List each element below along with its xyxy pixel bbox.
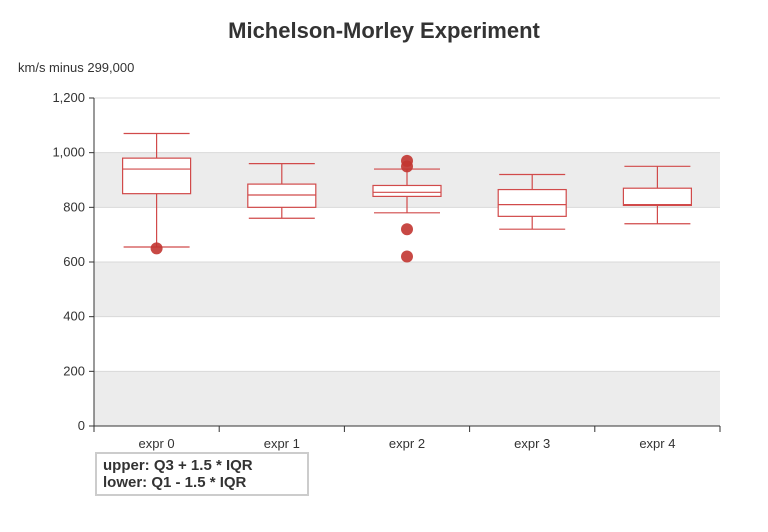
y-band [94, 262, 720, 317]
box-iqr [622, 187, 693, 207]
iqr-note-box: upper: Q3 + 1.5 * IQR lower: Q1 - 1.5 * … [95, 452, 309, 496]
y-tick-label: 200 [63, 363, 85, 378]
iqr-note-upper: upper: Q3 + 1.5 * IQR [103, 457, 253, 474]
y-tick-label: 800 [63, 199, 85, 214]
outlier-point [401, 154, 413, 167]
iqr-note-lower: lower: Q1 - 1.5 * IQR [103, 474, 247, 491]
box-iqr [121, 157, 192, 195]
x-tick-label: expr 0 [139, 436, 175, 451]
outlier-point [150, 242, 163, 255]
x-tick-label: expr 3 [514, 436, 550, 451]
x-tick-label: expr 1 [264, 436, 300, 451]
x-tick-label: expr 4 [639, 436, 675, 451]
y-tick-label: 600 [63, 254, 85, 269]
y-axis-unit-label: km/s minus 299,000 [18, 60, 135, 75]
y-band [94, 371, 720, 426]
outlier-point [401, 250, 413, 263]
y-tick-label: 1,200 [52, 90, 85, 105]
box-iqr [497, 188, 567, 217]
x-tick-label: expr 2 [389, 436, 425, 451]
y-tick-label: 1,000 [52, 145, 85, 160]
box-iqr [247, 183, 317, 208]
box-iqr [372, 184, 442, 197]
y-tick-label: 400 [63, 309, 85, 324]
chart-title: Michelson-Morley Experiment [228, 18, 540, 43]
outlier-point [401, 223, 413, 236]
y-tick-label: 0 [78, 418, 85, 433]
